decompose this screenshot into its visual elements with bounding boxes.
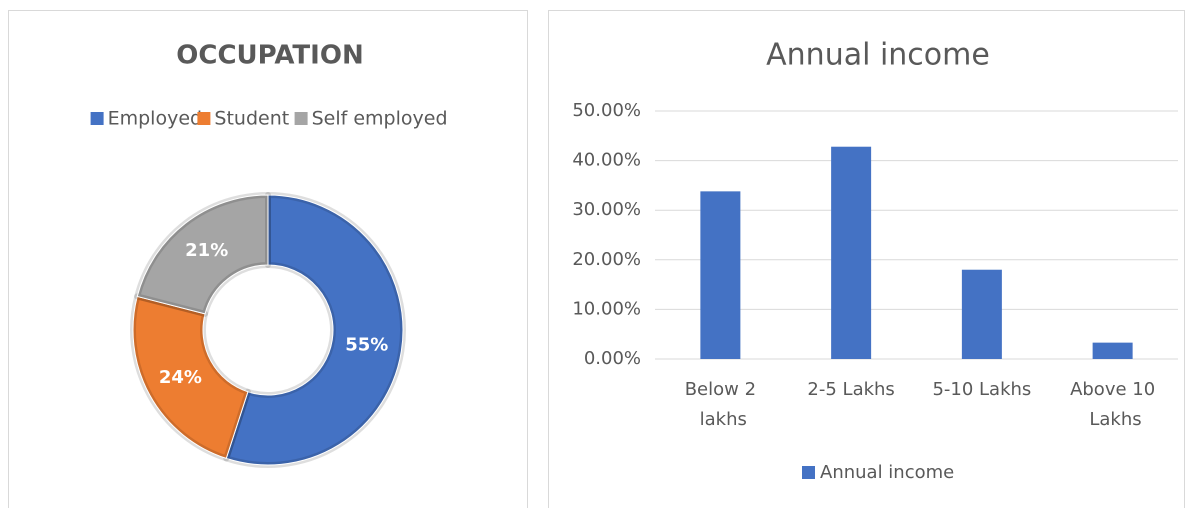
legend-label: Employed bbox=[108, 108, 202, 130]
slice-border bbox=[136, 194, 269, 315]
legend-swatch bbox=[802, 466, 815, 479]
bar bbox=[831, 146, 872, 359]
bar bbox=[1092, 342, 1133, 359]
donut-slice bbox=[226, 195, 404, 465]
data-label: 24% bbox=[159, 367, 202, 388]
y-tick-label: 10.00% bbox=[572, 298, 641, 319]
x-tick-label: 2-5 Lakhs bbox=[807, 379, 894, 400]
slice-border bbox=[132, 295, 249, 460]
y-tick-label: 0.00% bbox=[584, 348, 641, 369]
data-label: 55% bbox=[345, 335, 388, 356]
legend-swatch bbox=[90, 112, 104, 125]
bar bbox=[700, 191, 741, 359]
bar bbox=[961, 269, 1002, 359]
x-tick-label: 5-10 Lakhs bbox=[932, 379, 1031, 400]
y-tick-label: 20.00% bbox=[572, 249, 641, 270]
y-tick-label: 30.00% bbox=[572, 199, 641, 220]
x-tick-label: Above 10 Lakhs bbox=[1070, 379, 1155, 430]
donut-slice bbox=[132, 296, 248, 459]
data-label: 21% bbox=[185, 240, 228, 261]
x-tick-label: Below 2 lakhs bbox=[685, 379, 756, 430]
slice-border bbox=[225, 194, 404, 466]
legend-label: Student bbox=[214, 108, 289, 130]
donut-slice bbox=[137, 195, 268, 314]
y-tick-label: 50.00% bbox=[572, 100, 641, 121]
legend-label: Annual income bbox=[820, 462, 954, 483]
bar-title: Annual income bbox=[766, 38, 990, 73]
legend-swatch bbox=[294, 112, 308, 125]
legend-swatch bbox=[197, 112, 211, 125]
y-tick-label: 40.00% bbox=[572, 150, 641, 171]
legend-label: Self employed bbox=[312, 108, 448, 130]
donut-title: OCCUPATION bbox=[176, 41, 363, 71]
